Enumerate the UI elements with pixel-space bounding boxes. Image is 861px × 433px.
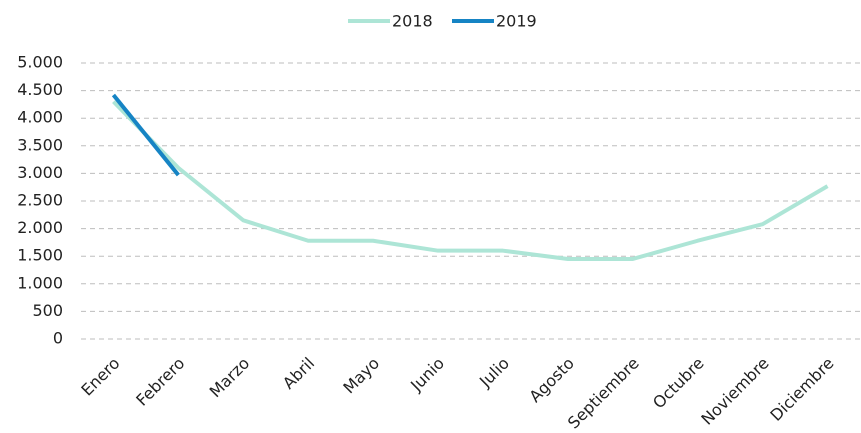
y-tick-label: 3.000	[17, 163, 63, 182]
series-line	[112, 100, 829, 261]
x-tick-label: Marzo	[206, 354, 254, 402]
y-tick-label: 0	[53, 329, 63, 348]
y-tick-label: 5.000	[17, 53, 63, 72]
x-tick-label: Mayo	[339, 354, 383, 398]
x-tick-label: Diciembre	[766, 354, 837, 425]
y-tick-label: 500	[32, 301, 63, 320]
x-tick-label: Enero	[77, 354, 123, 400]
x-tick-label: Agosto	[525, 354, 578, 407]
y-tick-label: 1.000	[17, 273, 63, 292]
y-tick-label: 4.500	[17, 80, 63, 99]
x-tick-label: Febrero	[132, 354, 188, 410]
y-tick-label: 3.500	[17, 135, 63, 154]
y-tick-label: 4.000	[17, 108, 63, 127]
x-tick-label: Noviembre	[697, 354, 772, 429]
legend-label: 2019	[496, 12, 537, 31]
y-tick-label: 2.000	[17, 218, 63, 237]
x-tick-label: Octubre	[649, 354, 708, 413]
x-tick-label: Julio	[475, 354, 513, 392]
x-tick-label: Abril	[279, 354, 318, 393]
y-tick-label: 2.500	[17, 191, 63, 210]
x-tick-label: Junio	[406, 354, 448, 396]
series-line	[111, 93, 180, 177]
legend-label: 2018	[392, 12, 433, 31]
y-tick-label: 1.500	[17, 246, 63, 265]
